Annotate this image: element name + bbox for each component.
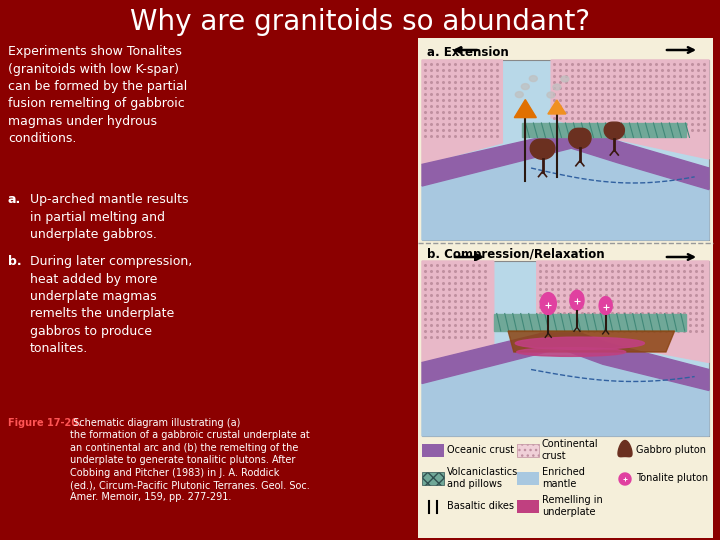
- Polygon shape: [530, 139, 555, 159]
- Text: Continental
crust: Continental crust: [542, 439, 598, 461]
- Text: Experiments show Tonalites
(granitoids with low K-spar)
can be formed by the par: Experiments show Tonalites (granitoids w…: [8, 45, 187, 145]
- Text: During later compression,
heat added by more
underplate magmas
remelts the under: During later compression, heat added by …: [30, 255, 192, 355]
- Polygon shape: [422, 348, 709, 436]
- Polygon shape: [569, 129, 591, 148]
- Polygon shape: [537, 261, 709, 362]
- Polygon shape: [514, 99, 536, 118]
- Polygon shape: [619, 473, 631, 485]
- Text: b.: b.: [8, 255, 22, 268]
- Polygon shape: [523, 123, 686, 137]
- Bar: [422, 444, 444, 457]
- Text: Gabbro pluton: Gabbro pluton: [636, 445, 706, 455]
- Bar: [517, 500, 539, 513]
- Text: Oceanic crust: Oceanic crust: [447, 445, 514, 455]
- Bar: [517, 472, 539, 485]
- Text: a. Extension: a. Extension: [427, 46, 509, 59]
- Text: Why are granitoids so abundant?: Why are granitoids so abundant?: [130, 8, 590, 36]
- Polygon shape: [422, 129, 709, 190]
- Ellipse shape: [561, 76, 569, 82]
- Ellipse shape: [547, 92, 555, 98]
- Text: Figure 17-20.: Figure 17-20.: [8, 418, 82, 428]
- Bar: [422, 60, 709, 240]
- Polygon shape: [548, 100, 566, 114]
- Polygon shape: [422, 327, 709, 390]
- Text: a.: a.: [8, 193, 22, 206]
- Polygon shape: [551, 60, 709, 159]
- Bar: [517, 444, 539, 457]
- Polygon shape: [422, 148, 709, 240]
- Text: Schematic diagram illustrating (a)
the formation of a gabbroic crustal underplat: Schematic diagram illustrating (a) the f…: [70, 418, 310, 502]
- Ellipse shape: [516, 92, 523, 98]
- Ellipse shape: [516, 337, 644, 349]
- Polygon shape: [508, 331, 675, 352]
- Polygon shape: [422, 261, 494, 362]
- Bar: [422, 472, 444, 485]
- Text: Tonalite pluton: Tonalite pluton: [636, 473, 708, 483]
- Polygon shape: [604, 122, 624, 139]
- Text: Up-arched mantle results
in partial melting and
underplate gabbros.: Up-arched mantle results in partial melt…: [30, 193, 189, 241]
- Text: Remelling in
underplate: Remelling in underplate: [542, 495, 603, 517]
- Polygon shape: [570, 291, 584, 310]
- Text: b. Compression/Relaxation: b. Compression/Relaxation: [427, 248, 605, 261]
- Polygon shape: [494, 314, 686, 331]
- Ellipse shape: [517, 348, 626, 356]
- Text: Basaltic dikes: Basaltic dikes: [447, 501, 514, 511]
- Text: Volcaniclastics
and pillows: Volcaniclastics and pillows: [447, 467, 518, 489]
- Polygon shape: [540, 293, 557, 315]
- Polygon shape: [422, 60, 503, 164]
- Polygon shape: [599, 296, 612, 315]
- Ellipse shape: [529, 76, 537, 82]
- Ellipse shape: [553, 84, 561, 90]
- Bar: [418, 38, 713, 538]
- Ellipse shape: [521, 84, 529, 90]
- Polygon shape: [618, 441, 632, 457]
- Bar: [422, 261, 709, 436]
- Text: Enriched
mantle: Enriched mantle: [542, 467, 585, 489]
